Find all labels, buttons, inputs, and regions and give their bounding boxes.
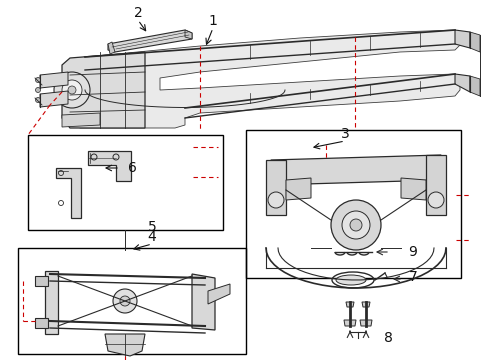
Polygon shape [270, 155, 440, 185]
Polygon shape [207, 284, 229, 304]
Circle shape [349, 219, 361, 231]
Bar [18, 248, 245, 354]
Polygon shape [105, 334, 145, 356]
Polygon shape [45, 271, 58, 334]
Polygon shape [400, 178, 425, 200]
Circle shape [36, 98, 41, 103]
Polygon shape [454, 30, 469, 48]
Polygon shape [265, 160, 285, 215]
Polygon shape [62, 52, 145, 128]
Bar [245, 130, 460, 278]
Text: 4: 4 [147, 230, 156, 244]
Text: 3: 3 [340, 127, 348, 141]
Circle shape [62, 80, 82, 100]
Text: 8: 8 [383, 331, 392, 345]
Text: 5: 5 [147, 220, 156, 234]
Polygon shape [40, 72, 68, 88]
Circle shape [36, 77, 41, 82]
Circle shape [330, 200, 380, 250]
Polygon shape [40, 91, 68, 107]
Polygon shape [343, 320, 355, 326]
Polygon shape [108, 42, 115, 54]
Text: 1: 1 [208, 14, 217, 28]
Polygon shape [184, 30, 192, 39]
Polygon shape [454, 74, 469, 92]
Circle shape [113, 289, 137, 313]
Polygon shape [359, 320, 371, 326]
Polygon shape [56, 168, 81, 218]
Circle shape [68, 86, 76, 94]
Circle shape [341, 211, 369, 239]
Polygon shape [108, 30, 192, 52]
Polygon shape [469, 76, 479, 96]
Ellipse shape [335, 275, 365, 285]
Text: 2: 2 [133, 6, 142, 20]
Circle shape [120, 296, 130, 306]
Polygon shape [35, 318, 48, 328]
Circle shape [267, 192, 284, 208]
Polygon shape [192, 274, 215, 330]
Circle shape [36, 87, 41, 93]
Polygon shape [285, 178, 310, 200]
Polygon shape [361, 302, 369, 307]
Polygon shape [346, 302, 353, 307]
Polygon shape [35, 276, 48, 286]
Bar [28, 135, 223, 230]
Polygon shape [62, 113, 100, 127]
Text: 7: 7 [408, 270, 417, 284]
Polygon shape [88, 151, 131, 181]
Text: 6: 6 [127, 161, 136, 175]
Polygon shape [70, 30, 459, 128]
Circle shape [427, 192, 443, 208]
Circle shape [54, 72, 90, 108]
Text: 9: 9 [408, 245, 417, 259]
Polygon shape [425, 155, 445, 215]
Polygon shape [469, 32, 479, 52]
